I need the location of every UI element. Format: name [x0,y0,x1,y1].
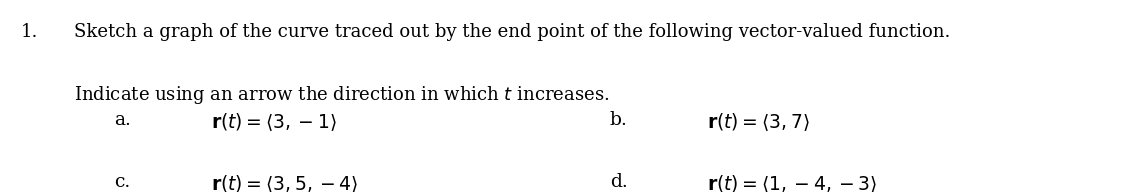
Text: 1.: 1. [21,23,38,41]
Text: a.: a. [114,111,131,129]
Text: b.: b. [610,111,628,129]
Text: c.: c. [114,173,130,191]
Text: d.: d. [610,173,628,191]
Text: $\mathbf{r}(\mathit{t}) = \langle 3, 7 \rangle$: $\mathbf{r}(\mathit{t}) = \langle 3, 7 \… [707,111,809,133]
Text: $\mathbf{r}(\mathit{t}) = \langle 1, -4, -3 \rangle$: $\mathbf{r}(\mathit{t}) = \langle 1, -4,… [707,173,877,192]
Text: Sketch a graph of the curve traced out by the end point of the following vector-: Sketch a graph of the curve traced out b… [74,23,951,41]
Text: $\mathbf{r}(\mathit{t}) = \langle 3, 5, -4 \rangle$: $\mathbf{r}(\mathit{t}) = \langle 3, 5, … [211,173,358,192]
Text: Indicate using an arrow the direction in which $t$ increases.: Indicate using an arrow the direction in… [74,84,610,107]
Text: $\mathbf{r}(\mathit{t}) = \langle 3, -1 \rangle$: $\mathbf{r}(\mathit{t}) = \langle 3, -1 … [211,111,336,133]
